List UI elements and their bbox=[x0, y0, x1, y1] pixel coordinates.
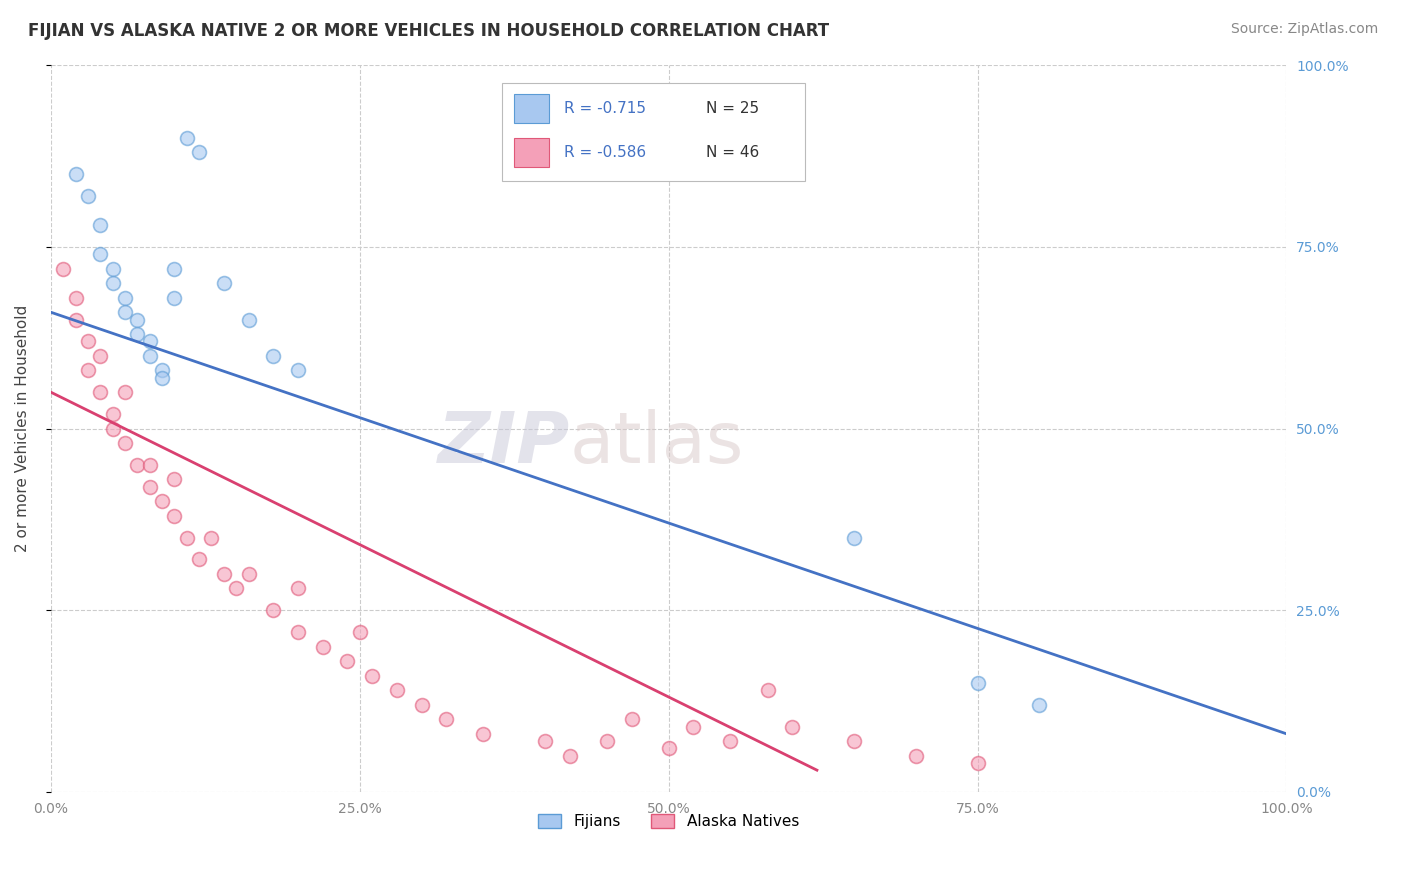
Point bbox=[620, 712, 643, 726]
Point bbox=[904, 748, 927, 763]
Point bbox=[176, 130, 198, 145]
Point bbox=[262, 603, 284, 617]
Point bbox=[127, 458, 149, 472]
Point bbox=[385, 683, 408, 698]
Text: FIJIAN VS ALASKA NATIVE 2 OR MORE VEHICLES IN HOUSEHOLD CORRELATION CHART: FIJIAN VS ALASKA NATIVE 2 OR MORE VEHICL… bbox=[28, 22, 830, 40]
Point bbox=[720, 734, 742, 748]
Text: R = -0.715: R = -0.715 bbox=[564, 101, 645, 116]
Point bbox=[842, 531, 865, 545]
Point bbox=[150, 494, 173, 508]
Legend: Fijians, Alaska Natives: Fijians, Alaska Natives bbox=[533, 808, 806, 835]
Point bbox=[77, 189, 100, 203]
Point bbox=[188, 145, 211, 160]
Text: N = 25: N = 25 bbox=[706, 101, 759, 116]
Point bbox=[238, 312, 260, 326]
Point bbox=[966, 756, 988, 770]
Y-axis label: 2 or more Vehicles in Household: 2 or more Vehicles in Household bbox=[15, 305, 30, 552]
Point bbox=[287, 582, 309, 596]
Point bbox=[114, 436, 136, 450]
Point bbox=[780, 720, 803, 734]
Point bbox=[89, 247, 111, 261]
Point bbox=[262, 349, 284, 363]
Point bbox=[77, 363, 100, 377]
Bar bbox=[515, 94, 548, 122]
Point bbox=[558, 748, 581, 763]
Point bbox=[150, 370, 173, 384]
Point bbox=[52, 261, 75, 276]
Point bbox=[101, 407, 124, 421]
Point bbox=[163, 261, 186, 276]
Point bbox=[101, 276, 124, 290]
Point bbox=[411, 698, 433, 712]
Point bbox=[127, 326, 149, 341]
Point bbox=[596, 734, 619, 748]
Point bbox=[77, 334, 100, 349]
Point bbox=[287, 625, 309, 640]
Text: ZIP: ZIP bbox=[437, 409, 569, 477]
Point bbox=[138, 480, 160, 494]
Point bbox=[682, 720, 704, 734]
Point bbox=[163, 472, 186, 486]
Text: atlas: atlas bbox=[569, 409, 744, 477]
Text: N = 46: N = 46 bbox=[706, 145, 759, 160]
Point bbox=[238, 566, 260, 581]
Point bbox=[127, 312, 149, 326]
Point bbox=[138, 349, 160, 363]
Point bbox=[658, 741, 681, 756]
Point bbox=[349, 625, 371, 640]
Point bbox=[336, 654, 359, 668]
Point bbox=[101, 261, 124, 276]
Point bbox=[114, 305, 136, 319]
Point bbox=[89, 218, 111, 232]
Point bbox=[361, 668, 384, 682]
Point bbox=[212, 566, 235, 581]
Point bbox=[163, 508, 186, 523]
Point bbox=[114, 291, 136, 305]
Point bbox=[842, 734, 865, 748]
Point bbox=[534, 734, 557, 748]
Point bbox=[138, 334, 160, 349]
Point bbox=[89, 385, 111, 400]
Text: Source: ZipAtlas.com: Source: ZipAtlas.com bbox=[1230, 22, 1378, 37]
FancyBboxPatch shape bbox=[502, 83, 804, 181]
Point bbox=[101, 421, 124, 435]
Point bbox=[472, 727, 495, 741]
Point bbox=[176, 531, 198, 545]
Point bbox=[225, 582, 247, 596]
Point bbox=[150, 363, 173, 377]
Point bbox=[212, 276, 235, 290]
Point bbox=[138, 458, 160, 472]
Point bbox=[1028, 698, 1050, 712]
Point bbox=[200, 531, 222, 545]
Point bbox=[188, 552, 211, 566]
Text: R = -0.586: R = -0.586 bbox=[564, 145, 645, 160]
Point bbox=[89, 349, 111, 363]
Point bbox=[163, 291, 186, 305]
Point bbox=[434, 712, 457, 726]
Point bbox=[65, 291, 87, 305]
Point bbox=[287, 363, 309, 377]
Point bbox=[966, 676, 988, 690]
Point bbox=[65, 167, 87, 181]
Point bbox=[756, 683, 779, 698]
Bar bbox=[515, 138, 548, 167]
Point bbox=[65, 312, 87, 326]
Point bbox=[311, 640, 333, 654]
Point bbox=[114, 385, 136, 400]
